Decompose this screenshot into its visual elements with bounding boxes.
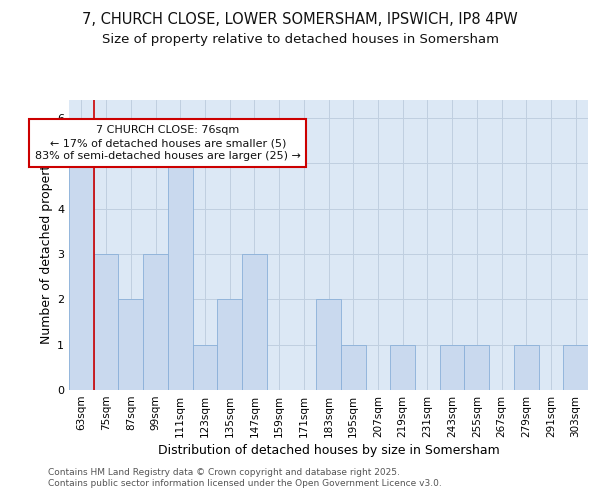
Text: Size of property relative to detached houses in Somersham: Size of property relative to detached ho… [101, 32, 499, 46]
Bar [168, 164, 193, 390]
Bar [514, 344, 539, 390]
Bar [217, 300, 242, 390]
Bar [390, 344, 415, 390]
Text: 7, CHURCH CLOSE, LOWER SOMERSHAM, IPSWICH, IP8 4PW: 7, CHURCH CLOSE, LOWER SOMERSHAM, IPSWIC… [82, 12, 518, 28]
X-axis label: Distribution of detached houses by size in Somersham: Distribution of detached houses by size … [158, 444, 499, 457]
Bar [440, 344, 464, 390]
Bar [464, 344, 489, 390]
Bar [69, 164, 94, 390]
Text: Contains HM Land Registry data © Crown copyright and database right 2025.
Contai: Contains HM Land Registry data © Crown c… [48, 468, 442, 487]
Bar [341, 344, 365, 390]
Y-axis label: Number of detached properties: Number of detached properties [40, 146, 53, 344]
Bar [118, 300, 143, 390]
Bar [242, 254, 267, 390]
Bar [143, 254, 168, 390]
Bar [94, 254, 118, 390]
Text: 7 CHURCH CLOSE: 76sqm
← 17% of detached houses are smaller (5)
83% of semi-detac: 7 CHURCH CLOSE: 76sqm ← 17% of detached … [35, 125, 301, 162]
Bar [316, 300, 341, 390]
Bar [563, 344, 588, 390]
Bar [193, 344, 217, 390]
